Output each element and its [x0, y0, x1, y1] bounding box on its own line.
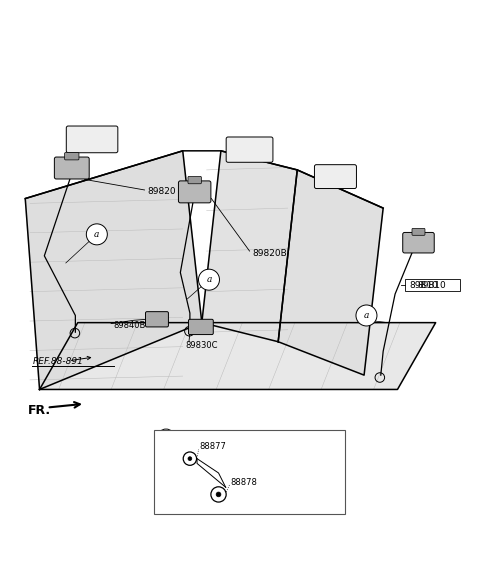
Polygon shape [39, 323, 436, 389]
Text: 89840B: 89840B [114, 322, 146, 330]
Polygon shape [278, 170, 383, 375]
FancyBboxPatch shape [403, 232, 434, 253]
FancyBboxPatch shape [65, 152, 79, 160]
FancyBboxPatch shape [188, 176, 201, 184]
Text: 89810: 89810 [409, 281, 438, 290]
FancyBboxPatch shape [145, 312, 168, 327]
Text: 89830C: 89830C [185, 340, 217, 349]
Circle shape [188, 457, 192, 460]
FancyBboxPatch shape [226, 137, 273, 162]
FancyBboxPatch shape [412, 228, 425, 235]
Text: 89820: 89820 [147, 187, 176, 196]
Circle shape [199, 269, 219, 290]
Polygon shape [25, 151, 202, 389]
Text: 88878: 88878 [230, 478, 257, 487]
FancyBboxPatch shape [66, 126, 118, 153]
Text: a: a [364, 311, 369, 320]
Text: 89810: 89810 [418, 281, 446, 290]
Bar [405, 279, 459, 291]
Text: REF.88-891: REF.88-891 [33, 358, 84, 366]
Circle shape [157, 429, 175, 447]
Text: 89820B: 89820B [252, 249, 287, 258]
FancyBboxPatch shape [179, 181, 211, 203]
FancyBboxPatch shape [189, 319, 213, 335]
Polygon shape [202, 151, 297, 342]
Circle shape [356, 305, 377, 326]
Text: a: a [94, 230, 99, 239]
Circle shape [86, 224, 108, 245]
Circle shape [216, 492, 221, 497]
FancyBboxPatch shape [314, 165, 357, 189]
Text: a: a [206, 275, 212, 284]
FancyBboxPatch shape [54, 157, 89, 179]
Text: 88877: 88877 [199, 442, 226, 451]
Bar [154, 430, 345, 513]
Text: FR.: FR. [28, 405, 51, 417]
Text: a: a [164, 434, 168, 442]
